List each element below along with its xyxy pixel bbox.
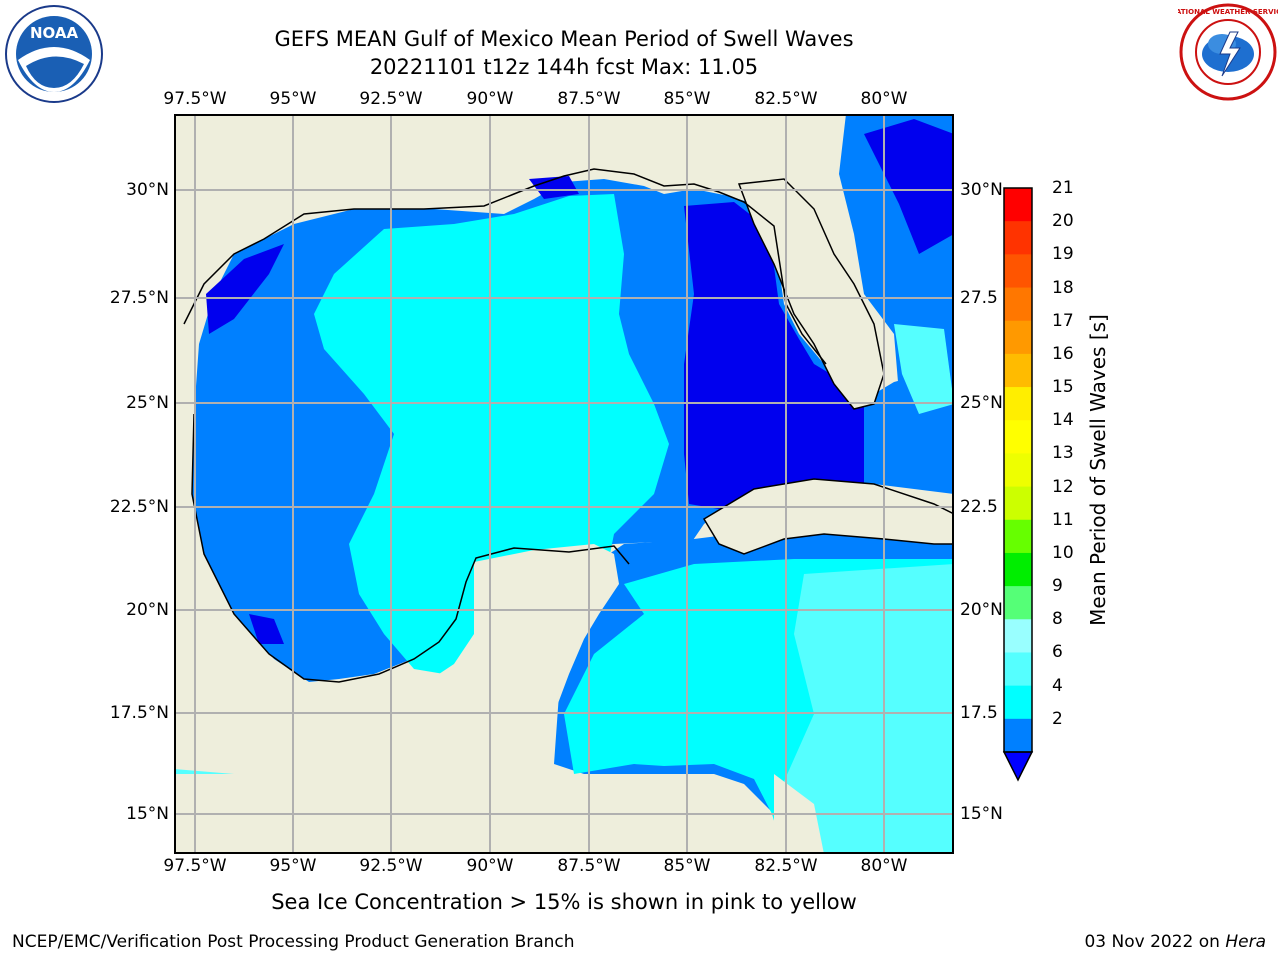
colorbar-tick-label: 8 xyxy=(1052,609,1063,630)
colorbar-swatch xyxy=(1004,287,1032,322)
colorbar-swatch xyxy=(1004,486,1032,521)
colorbar-tick-label: 14 xyxy=(1052,410,1074,431)
lon-tick-bottom: 87.5°W xyxy=(557,856,621,876)
colorbar-tick-label: 11 xyxy=(1052,509,1074,530)
colorbar-swatch xyxy=(1004,453,1032,488)
lon-tick-top: 92.5°W xyxy=(359,89,423,109)
atlantic-water-deep xyxy=(864,119,954,254)
colorbar-frame xyxy=(1003,187,1033,753)
lat-tick-right: 30°N xyxy=(960,180,1003,200)
colorbar-tick-label: 13 xyxy=(1052,443,1074,464)
colorbar-swatch xyxy=(1004,619,1032,653)
gulf-water-deep xyxy=(684,202,864,509)
colorbar-tick-label: 20 xyxy=(1052,211,1074,232)
lon-tick-top: 95°W xyxy=(269,89,317,109)
colorbar-tick-label: 19 xyxy=(1052,244,1074,265)
nws-logo: NATIONAL WEATHER SERVICE xyxy=(1178,3,1278,101)
gulf-swell-map xyxy=(174,114,954,854)
lon-tick-bottom: 80°W xyxy=(860,856,908,876)
land-yucatan xyxy=(174,544,619,854)
lat-tick-right: 15°N xyxy=(960,804,1003,824)
lat-tick-left: 27.5°N xyxy=(109,288,169,308)
lat-tick-left: 15°N xyxy=(126,804,169,824)
atlantic-water-cyan xyxy=(894,324,954,414)
lon-tick-bottom: 85°W xyxy=(663,856,711,876)
colorbar-swatch xyxy=(1004,320,1032,355)
map-subtitle: 20221101 t12z 144h fcst Max: 11.05 xyxy=(369,55,759,79)
caribbean-water-light xyxy=(774,564,954,854)
machine-name: Hera xyxy=(1225,932,1266,952)
lat-tick-left: 17.5°N xyxy=(109,703,169,723)
colorbar-swatch xyxy=(1004,420,1032,454)
gulf-water-deep xyxy=(249,614,284,644)
colorbar-tick-label: 9 xyxy=(1052,576,1063,597)
colorbar-tick-label: 10 xyxy=(1052,542,1074,563)
colorbar-tick-label: 2 xyxy=(1052,708,1063,729)
gulf-water-deep xyxy=(206,244,284,334)
lat-tick-right: 25°N xyxy=(960,393,1003,413)
colorbar-tick-label: 4 xyxy=(1052,675,1063,696)
noaa-logo: NOAA xyxy=(5,5,103,103)
lon-tick-top: 97.5°W xyxy=(163,89,227,109)
colorbar-swatch xyxy=(1004,652,1032,687)
colorbar-swatch xyxy=(1004,552,1032,587)
gulf-water-deep xyxy=(529,176,579,199)
colorbar-tick-label: 15 xyxy=(1052,377,1074,398)
colorbar-title: Mean Period of Swell Waves [s] xyxy=(1086,314,1110,626)
colorbar xyxy=(1002,187,1034,782)
colorbar-swatch xyxy=(1004,254,1032,289)
colorbar-swatch xyxy=(1004,718,1032,753)
colorbar-tick-label: 6 xyxy=(1052,642,1063,663)
lon-tick-top: 87.5°W xyxy=(557,89,621,109)
colorbar-swatch xyxy=(1004,519,1032,554)
lon-tick-top: 85°W xyxy=(663,89,711,109)
sea-ice-footnote: Sea Ice Concentration > 15% is shown in … xyxy=(271,890,857,914)
lon-tick-top: 80°W xyxy=(860,89,908,109)
lat-tick-right: 22.5 xyxy=(960,497,998,517)
lat-tick-right: 27.5 xyxy=(960,288,998,308)
lon-tick-top: 82.5°W xyxy=(754,89,818,109)
lat-tick-left: 25°N xyxy=(126,393,169,413)
lat-tick-left: 20°N xyxy=(126,600,169,620)
date-text: 03 Nov 2022 on Hera xyxy=(1084,932,1266,952)
noaa-logo-text: NOAA xyxy=(30,24,79,42)
credit-text: NCEP/EMC/Verification Post Processing Pr… xyxy=(12,932,575,952)
land-cuba xyxy=(702,478,954,555)
colorbar-swatch xyxy=(1004,188,1032,222)
map-title: GEFS MEAN Gulf of Mexico Mean Period of … xyxy=(274,27,854,51)
colorbar-swatch xyxy=(1004,685,1032,720)
colorbar-tick-label: 16 xyxy=(1052,343,1074,364)
lon-tick-bottom: 97.5°W xyxy=(163,856,227,876)
colorbar-extend-triangle xyxy=(1002,751,1034,782)
coastline xyxy=(191,413,630,683)
lat-tick-left: 22.5°N xyxy=(109,497,169,517)
lon-tick-bottom: 90°W xyxy=(466,856,514,876)
coastline xyxy=(183,168,827,365)
lat-tick-right: 17.5 xyxy=(960,703,998,723)
colorbar-swatch xyxy=(1004,586,1032,620)
lon-tick-top: 90°W xyxy=(466,89,514,109)
lon-tick-bottom: 95°W xyxy=(269,856,317,876)
lon-tick-bottom: 82.5°W xyxy=(754,856,818,876)
colorbar-swatch xyxy=(1004,221,1032,255)
colorbar-swatch xyxy=(1004,353,1032,388)
colorbar-tick-label: 12 xyxy=(1052,476,1074,497)
colorbar-tick-label: 18 xyxy=(1052,277,1074,298)
lat-tick-left: 30°N xyxy=(126,180,169,200)
map-frame xyxy=(174,114,954,854)
lat-tick-right: 20°N xyxy=(960,600,1003,620)
gridlines xyxy=(174,114,954,854)
colorbar-tick-label: 21 xyxy=(1052,178,1074,198)
colorbar-swatch xyxy=(1004,387,1032,421)
nws-logo-text: NATIONAL WEATHER SERVICE xyxy=(1178,8,1278,16)
colorbar-tick-label: 17 xyxy=(1052,310,1074,331)
lon-tick-bottom: 92.5°W xyxy=(359,856,423,876)
